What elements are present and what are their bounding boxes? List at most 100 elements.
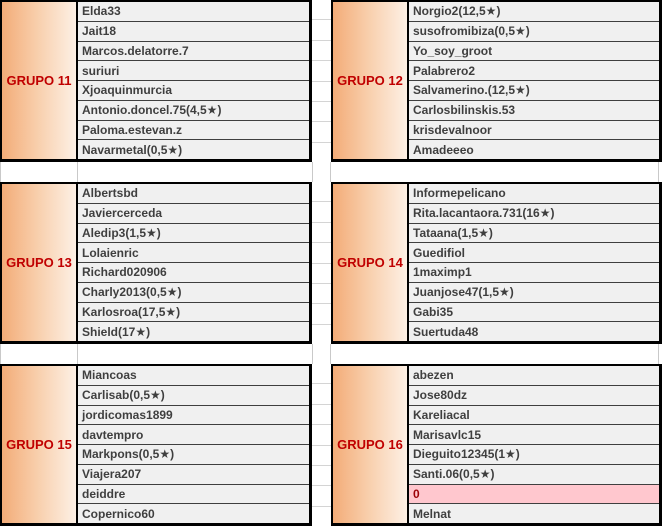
empty-grid-cell — [312, 223, 331, 244]
group-band: GRUPO 13 Albertsbd Javiercerceda Aledip3(1,… — [0, 182, 662, 344]
member-cell[interactable]: Marisavlc15 — [409, 425, 659, 445]
member-cell[interactable]: Rita.lacantaora.731(16★) — [409, 203, 659, 224]
member-cell[interactable]: Jose80dz — [409, 385, 659, 406]
empty-grid-cell — [312, 364, 331, 385]
member-cell[interactable]: deiddre — [78, 484, 309, 505]
member-cell[interactable]: Markpons(0,5★) — [78, 445, 309, 465]
member-cell[interactable]: Yo_soy_groot — [409, 41, 659, 62]
member-cell[interactable]: 1maximp1 — [409, 263, 659, 283]
empty-grid-cell — [312, 202, 331, 223]
empty-grid-cell — [312, 41, 331, 62]
empty-grid-cell — [312, 446, 331, 466]
group-members-column: Informepelicano Rita.lacantaora.731(16★) T… — [409, 184, 659, 341]
member-cell[interactable]: Juanjose47(1,5★) — [409, 282, 659, 303]
group-members-column: Norgio2(12,5★) susofromibiza(0,5★) Yo_soy_… — [409, 2, 659, 159]
member-cell[interactable]: Jait18 — [78, 21, 309, 42]
group-members-column: abezen Jose80dz Kareliacal Marisavlc15 Diegu… — [409, 366, 659, 523]
grid-gap-column — [312, 364, 331, 526]
empty-grid-cell — [312, 0, 331, 21]
group-block: GRUPO 13 Albertsbd Javiercerceda Aledip3(1,… — [0, 182, 312, 344]
member-cell[interactable]: Copernico60 — [78, 504, 309, 523]
group-members-column: Miancoas Carlisab(0,5★) jordicomas1899 davt… — [78, 366, 309, 523]
gridline — [330, 162, 331, 182]
group-band: GRUPO 15 Miancoas Carlisab(0,5★) jordicomas… — [0, 364, 662, 526]
member-cell[interactable]: Norgio2(12,5★) — [409, 2, 659, 22]
member-cell[interactable]: Suertuda48 — [409, 322, 659, 341]
empty-grid-cell — [312, 325, 331, 344]
member-cell[interactable]: krisdevalnoor — [409, 120, 659, 141]
member-cell[interactable]: Charly2013(0,5★) — [78, 282, 309, 303]
member-cell[interactable]: davtempro — [78, 425, 309, 445]
gridline — [330, 344, 331, 364]
empty-grid-cell — [312, 264, 331, 284]
member-cell[interactable]: Karlosroa(17,5★) — [78, 302, 309, 323]
gridline — [658, 344, 659, 364]
member-cell[interactable]: Navarmetal(0,5★) — [78, 140, 309, 159]
grid-gap-row — [0, 162, 662, 182]
member-cell[interactable]: Informepelicano — [409, 184, 659, 204]
gridline — [0, 162, 1, 182]
member-cell[interactable]: Antonio.doncel.75(4,5★) — [78, 100, 309, 121]
member-cell[interactable]: Carlisab(0,5★) — [78, 385, 309, 406]
empty-grid-cell — [312, 486, 331, 507]
member-cell[interactable]: Santi.06(0,5★) — [409, 464, 659, 485]
member-cell[interactable]: Aledip3(1,5★) — [78, 223, 309, 244]
member-cell[interactable]: Melnat — [409, 504, 659, 523]
empty-grid-cell — [312, 304, 331, 325]
member-cell[interactable]: Elda33 — [78, 2, 309, 22]
member-cell[interactable]: suriuri — [78, 61, 309, 81]
member-cell[interactable]: susofromibiza(0,5★) — [409, 21, 659, 42]
gridline — [0, 344, 1, 364]
empty-grid-cell — [312, 425, 331, 446]
group-label-cell[interactable]: GRUPO 15 — [2, 366, 78, 523]
member-cell[interactable]: Guedifiol — [409, 243, 659, 263]
group-label-cell[interactable]: GRUPO 12 — [333, 2, 409, 159]
member-cell[interactable]: Kareliacal — [409, 405, 659, 426]
group-members-column: Elda33 Jait18 Marcos.delatorre.7 suriuri Xjo… — [78, 2, 309, 159]
member-cell[interactable]: Salvamerino.(12,5★) — [409, 81, 659, 101]
gridline — [312, 162, 313, 182]
group-block: GRUPO 15 Miancoas Carlisab(0,5★) jordicomas… — [0, 364, 312, 526]
member-cell[interactable]: Albertsbd — [78, 184, 309, 204]
gridline — [312, 344, 313, 364]
group-block: GRUPO 16 abezen Jose80dz Kareliacal Marisavl… — [331, 364, 662, 526]
group-label-cell[interactable]: GRUPO 11 — [2, 2, 78, 159]
empty-grid-cell — [312, 507, 331, 526]
empty-grid-cell — [312, 384, 331, 405]
group-label-cell[interactable]: GRUPO 16 — [333, 366, 409, 523]
gridline — [77, 162, 78, 182]
member-cell-eliminated[interactable]: 0 — [409, 484, 659, 505]
member-cell[interactable]: Palabrero2 — [409, 61, 659, 81]
empty-grid-cell — [312, 284, 331, 305]
member-cell[interactable]: Lolaienric — [78, 243, 309, 263]
gridline — [658, 162, 659, 182]
member-cell[interactable]: Viajera207 — [78, 464, 309, 485]
empty-grid-cell — [312, 243, 331, 264]
member-cell[interactable]: Richard020906 — [78, 263, 309, 283]
gridline — [77, 344, 78, 364]
empty-grid-cell — [312, 466, 331, 487]
group-block: GRUPO 14 Informepelicano Rita.lacantaora.7… — [331, 182, 662, 344]
member-cell[interactable]: Xjoaquinmurcia — [78, 81, 309, 101]
member-cell[interactable]: Dieguito12345(1★) — [409, 445, 659, 465]
member-cell[interactable]: Amadeeeo — [409, 140, 659, 159]
empty-grid-cell — [312, 143, 331, 162]
member-cell[interactable]: Miancoas — [78, 366, 309, 386]
member-cell[interactable]: Shield(17★) — [78, 322, 309, 341]
group-block: GRUPO 12 Norgio2(12,5★) susofromibiza(0,5★… — [331, 0, 662, 162]
member-cell[interactable]: Tataana(1,5★) — [409, 223, 659, 244]
empty-grid-cell — [312, 182, 331, 203]
group-label-cell[interactable]: GRUPO 14 — [333, 184, 409, 341]
member-cell[interactable]: Carlosbilinskis.53 — [409, 100, 659, 121]
member-cell[interactable]: jordicomas1899 — [78, 405, 309, 426]
member-cell[interactable]: Gabi35 — [409, 302, 659, 323]
group-label-cell[interactable]: GRUPO 13 — [2, 184, 78, 341]
member-cell[interactable]: Marcos.delatorre.7 — [78, 41, 309, 62]
member-cell[interactable]: Javiercerceda — [78, 203, 309, 224]
empty-grid-cell — [312, 82, 331, 102]
member-cell[interactable]: abezen — [409, 366, 659, 386]
member-cell[interactable]: Paloma.estevan.z — [78, 120, 309, 141]
grid-gap-column — [312, 0, 331, 162]
empty-grid-cell — [312, 405, 331, 426]
